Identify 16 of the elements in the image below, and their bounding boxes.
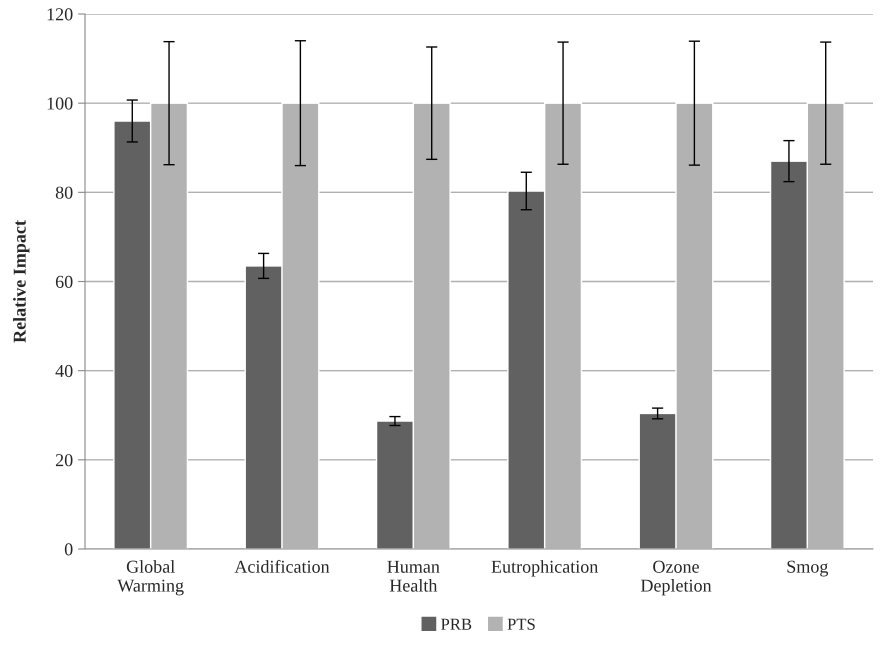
y-tick-label: 20	[56, 454, 73, 466]
x-tick-label: Acidification	[234, 560, 330, 573]
y-tick-label: 80	[56, 186, 73, 199]
x-tick-label: Global Warming	[117, 560, 184, 596]
x-tick-label: Human Health	[387, 560, 440, 592]
legend-label: PRB	[441, 618, 472, 630]
x-tick-label: Eutrophication	[492, 560, 598, 576]
y-tick-label: 100	[48, 97, 73, 110]
y-tick-label: 0	[64, 543, 73, 556]
x-tick-label: Ozone Depletion	[640, 560, 712, 596]
y-tick-label: 120	[48, 8, 73, 20]
y-tick-label: 40	[55, 364, 73, 378]
legend-label: PTS	[508, 618, 535, 630]
y-axis-title: Relative Impact	[13, 220, 30, 343]
x-tick-label: Smog	[787, 560, 828, 576]
y-tick-label: 60	[56, 276, 73, 288]
